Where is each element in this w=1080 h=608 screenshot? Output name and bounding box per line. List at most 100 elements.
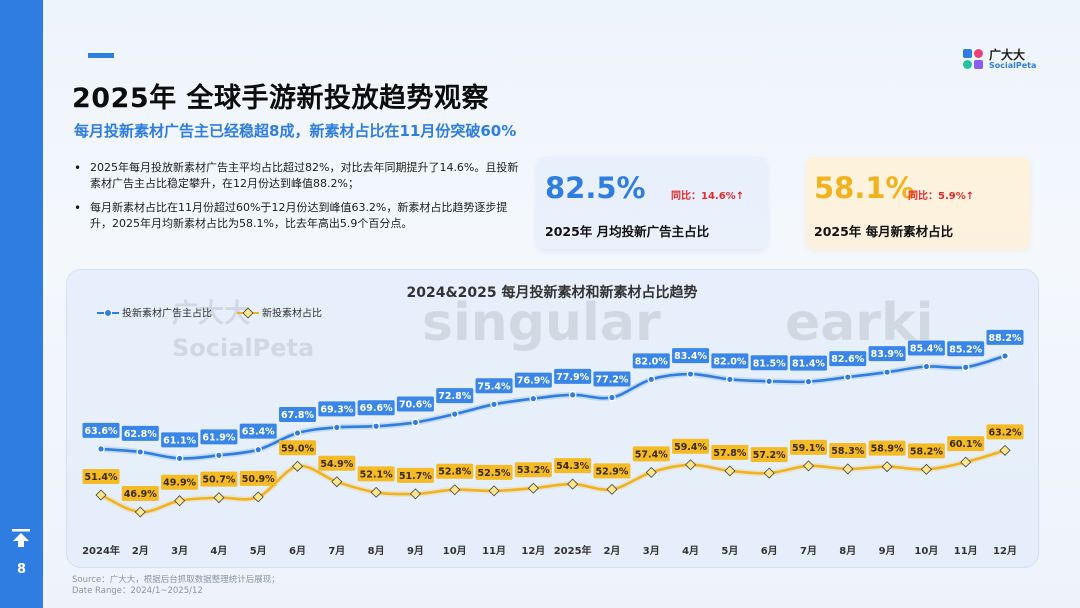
data-label-box xyxy=(200,429,238,445)
data-label: 58.2% xyxy=(910,446,943,457)
arrow-up-icon[interactable] xyxy=(10,527,32,549)
data-label-box xyxy=(947,436,985,452)
kpi-yoy: 同比：5.9%↑ xyxy=(908,191,975,202)
data-point xyxy=(488,485,500,497)
data-label-box xyxy=(789,439,827,455)
socialpeta-logo-icon xyxy=(963,49,983,69)
x-tick-label: 11月 xyxy=(954,545,978,557)
kpi-yoy: 同比：14.6%↑ xyxy=(671,191,745,202)
data-label: 63.6% xyxy=(85,426,118,437)
x-tick-label: 6月 xyxy=(761,545,778,557)
data-label-box xyxy=(554,458,592,474)
data-point xyxy=(331,476,343,488)
data-label-box xyxy=(436,388,474,404)
data-point xyxy=(174,495,186,507)
data-label-box xyxy=(239,470,277,486)
data-label-box xyxy=(593,371,631,387)
data-label-box xyxy=(868,346,906,362)
x-tick-label: 2月 xyxy=(132,545,149,557)
x-tick-label: 8月 xyxy=(839,545,856,557)
data-point xyxy=(608,393,616,402)
date-range-line: Date Range：2024/1~2025/12 xyxy=(72,586,203,596)
data-label-box xyxy=(318,455,356,471)
data-label-box xyxy=(829,351,867,367)
data-label-box xyxy=(82,422,120,438)
data-label: 63.2% xyxy=(989,427,1022,438)
data-label: 63.4% xyxy=(242,427,275,438)
data-label-box xyxy=(279,407,317,423)
data-point xyxy=(293,429,302,437)
data-point xyxy=(450,410,459,418)
data-label: 83.4% xyxy=(674,351,707,362)
data-point xyxy=(685,459,697,471)
chart-legend: 投新素材广告主占比 新投素材占比 xyxy=(97,307,322,320)
data-label: 57.2% xyxy=(753,450,786,461)
sidebar: 8 xyxy=(0,0,43,608)
data-point xyxy=(333,423,341,432)
data-label-box xyxy=(514,372,552,388)
data-point xyxy=(724,465,736,477)
x-tick-label: 7月 xyxy=(328,545,345,557)
data-point xyxy=(490,400,498,409)
x-tick-label: 9月 xyxy=(407,545,424,557)
data-label-box xyxy=(672,348,710,364)
x-tick-label: 2024年 xyxy=(82,544,120,557)
data-label-box xyxy=(514,462,552,478)
data-label: 58.3% xyxy=(831,446,864,457)
data-label: 54.3% xyxy=(556,461,589,472)
data-label: 69.3% xyxy=(320,404,353,415)
data-point xyxy=(883,368,891,376)
data-point xyxy=(726,375,734,384)
data-label-box xyxy=(632,353,670,369)
data-point xyxy=(920,463,932,475)
data-label-box xyxy=(907,340,945,356)
data-label: 67.8% xyxy=(281,410,314,421)
kpi-card-advertiser-share: 82.5% 同比：14.6%↑ 2025年 月均投新广告主占比 xyxy=(537,157,767,249)
data-label: 82.0% xyxy=(635,356,668,367)
x-tick-label: 9月 xyxy=(879,545,896,557)
data-label-box xyxy=(121,425,159,441)
data-point xyxy=(647,375,656,384)
data-label-box xyxy=(947,341,985,357)
data-label: 75.4% xyxy=(478,381,511,392)
data-label: 77.2% xyxy=(595,375,628,386)
data-label-box xyxy=(868,440,906,456)
data-label: 54.9% xyxy=(320,459,353,470)
x-tick-label: 12月 xyxy=(993,545,1017,557)
page-subtitle: 每月投新素材广告主已经稳超8成，新素材占比在11月份突破60% xyxy=(74,122,517,140)
data-point xyxy=(529,394,538,403)
data-label: 70.6% xyxy=(399,399,432,410)
bullet-item: 每月新素材占比在11月份超过60%于12月份达到峰值63.2%，新素材占比趋势逐… xyxy=(72,200,527,232)
x-tick-label: 5月 xyxy=(721,545,738,557)
kpi-value: 82.5% xyxy=(545,171,646,205)
x-tick-label: 5月 xyxy=(250,545,267,557)
data-label-box xyxy=(200,471,238,487)
x-tick-label: 4月 xyxy=(682,545,699,557)
data-point xyxy=(960,456,972,468)
data-label: 76.9% xyxy=(517,376,550,387)
data-label: 85.4% xyxy=(910,344,943,355)
data-point xyxy=(881,461,893,473)
data-point xyxy=(606,483,618,495)
x-tick-label: 12月 xyxy=(521,545,545,557)
x-tick-label: 8月 xyxy=(368,545,385,557)
logo-name-cn: 广大大 xyxy=(989,48,1026,62)
data-point xyxy=(765,377,773,386)
data-point xyxy=(842,463,854,475)
data-point xyxy=(175,454,184,463)
data-label: 62.8% xyxy=(124,429,157,440)
watermark-socialpeta-en: SocialPeta xyxy=(172,334,314,362)
x-tick-label: 7月 xyxy=(800,545,817,557)
data-label-box xyxy=(829,442,867,458)
data-label-box xyxy=(279,440,317,456)
data-label-box xyxy=(554,368,592,384)
data-label: 52.5% xyxy=(478,468,511,479)
data-label-box xyxy=(672,438,710,454)
data-label-box xyxy=(475,464,513,480)
data-label: 59.4% xyxy=(674,442,707,453)
data-label-box xyxy=(986,329,1024,345)
summary-bullets: 2025年每月投放新素材广告主平均占比超过82%，对比去年同期提升了14.6%。… xyxy=(72,160,527,240)
x-tick-label: 3月 xyxy=(643,545,660,557)
kpi-label: 2025年 每月新素材占比 xyxy=(814,224,954,239)
bullet-item: 2025年每月投放新素材广告主平均占比超过82%，对比去年同期提升了14.6%。… xyxy=(72,160,527,192)
